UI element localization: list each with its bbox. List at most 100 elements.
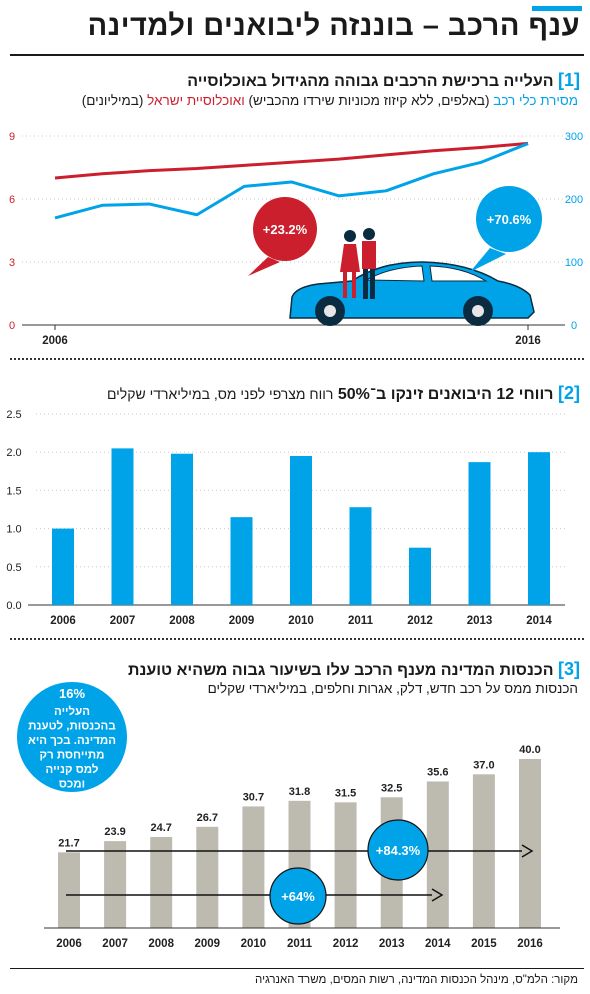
bubble-84-label: +84.3%	[376, 843, 421, 858]
profit-bar	[111, 448, 134, 605]
data-label: 35.6	[427, 766, 448, 778]
section1-sub-end: (במיליונים)	[81, 93, 144, 108]
data-label: 30.7	[243, 791, 264, 803]
bubble-blue-label: +70.6%	[487, 212, 532, 227]
x-axis-tick-label: 2013	[467, 615, 493, 627]
claim-bubble-line: מתייחסת רק	[40, 750, 105, 762]
right-axis-tick: 100	[565, 257, 583, 269]
section3-number: [3]	[557, 659, 580, 679]
x-axis-tick-label: 2015	[471, 938, 497, 950]
claim-bubble-pct: 16%	[59, 686, 85, 701]
legend-deliveries: מסירת כלי רכב	[493, 93, 578, 108]
section-divider-2	[10, 638, 584, 640]
profits-bar-chart: 0.0 0.5 1.0 1.5 2.0 2.5 2006 2007 2008 2009 2010 20…	[6, 409, 565, 627]
left-axis-tick: 9	[9, 131, 15, 143]
section1-title: [1] העלייה ברכישת הרכבים גבוהה מהגידול ב…	[10, 70, 580, 91]
x-axis-tick-label: 2010	[288, 615, 314, 627]
woman-head	[344, 230, 356, 242]
legend-population: ואוכלוסיית ישראל	[147, 93, 245, 108]
deliveries-line	[54, 142, 529, 220]
y-axis-tick-label: 1.5	[6, 485, 21, 497]
x-axis-tick-label: 2010	[241, 938, 267, 950]
y-axis-tick-label: 0.0	[6, 600, 21, 612]
section2-subtitle: רווח מצרפי לפני מס, במיליארדי שקלים	[106, 386, 334, 402]
revenue-bar	[104, 841, 127, 928]
section3-title: [3] הכנסות המדינה מענף הרכב עלו בשיעור ג…	[10, 659, 580, 680]
x-axis-tick-label: 2016	[515, 335, 541, 347]
data-label: 31.5	[335, 787, 356, 799]
revenue-bar	[242, 806, 265, 928]
y-axis-tick-label: 1.0	[6, 524, 21, 536]
section1-number: [1]	[557, 70, 580, 90]
data-label: 37.0	[473, 759, 494, 771]
x-axis-tick-label: 2007	[110, 615, 136, 627]
woman-body	[340, 244, 360, 272]
revenue-bar	[58, 852, 80, 928]
man-head	[363, 228, 375, 240]
y-axis-tick-label: 2.0	[6, 447, 21, 459]
source-note: מקור: הלמ"ס, מינהל הכנסות המדינה, רשות ה…	[255, 974, 578, 986]
revenue-bar	[334, 802, 357, 928]
revenue-bar	[426, 781, 449, 928]
data-label: 31.8	[289, 786, 310, 798]
section3-subtitle: הכנסות ממס על רכב חדש, דלק, אגרות וחלפים…	[207, 681, 578, 696]
left-axis-tick: 3	[9, 257, 15, 269]
man-leg	[370, 269, 375, 299]
bubble-blue	[476, 186, 542, 252]
x-axis-tick-label: 2008	[148, 938, 174, 950]
revenue-bar	[519, 759, 541, 928]
x-axis-tick-label: 2009	[195, 938, 221, 950]
section3-title-text: הכנסות המדינה מענף הרכב עלו בשיעור גבוה …	[127, 662, 554, 679]
profit-bar	[409, 547, 431, 605]
data-label: 24.7	[150, 822, 171, 834]
header-accent-bar	[532, 6, 582, 11]
revenue-bar-chart: 21.7 2006 23.9 2007 24.7 2008 26.7 2009 30.7 2010…	[17, 682, 560, 950]
x-axis-tick-label: 2008	[169, 615, 195, 627]
x-axis-tick-label: 2006	[56, 938, 82, 950]
bubble-red	[253, 197, 317, 261]
man-leg	[363, 269, 368, 299]
section1-title-text: העלייה ברכישת הרכבים גבוהה מהגידול באוכל…	[187, 73, 554, 90]
car-window-rear	[429, 265, 488, 282]
claim-bubble-line: בהכנסות, לטענת	[28, 720, 115, 733]
x-axis-tick-label: 2013	[379, 938, 405, 950]
profit-bar	[290, 456, 312, 605]
section1-sub-mid: (באלפים, ללא קיזוז מכוניות שירדו מהכביש)	[248, 93, 490, 108]
y-axis-tick-label: 0.5	[6, 562, 21, 574]
profit-bar	[52, 528, 74, 605]
footer-rule	[10, 968, 584, 969]
profit-bar	[349, 507, 372, 605]
bubble-red-tail	[248, 257, 280, 276]
data-label: 23.9	[104, 826, 125, 838]
claim-bubble-line: ומכס	[59, 779, 85, 791]
arrow-2006-2016-head	[521, 844, 534, 858]
population-line	[54, 141, 529, 180]
x-axis-tick-label: 2011	[348, 615, 374, 627]
claim-bubble-line: למס קנייה	[46, 763, 99, 776]
line-chart: 0 3 6 9 0 100 200 300 2006 2016 +23.2% +70.6%	[9, 131, 583, 347]
x-axis-tick-label: 2009	[229, 615, 255, 627]
section2-number: [2]	[557, 383, 580, 403]
left-axis-tick: 6	[9, 194, 15, 206]
x-axis-tick-label: 2006	[42, 335, 68, 347]
woman-leg	[352, 272, 356, 298]
bubble-red-label: +23.2%	[263, 222, 308, 237]
bubble-64-label: +64%	[281, 889, 315, 904]
data-label: 40.0	[519, 744, 540, 756]
x-axis-tick-label: 2007	[102, 938, 128, 950]
data-label: 26.7	[197, 812, 218, 824]
x-axis-tick-label: 2012	[333, 938, 359, 950]
section2-title: [2] רווחי 12 היבואנים זינקו ב־50% רווח מ…	[10, 383, 580, 404]
x-axis-tick-label: 2014	[425, 938, 451, 950]
man-body	[362, 241, 376, 269]
claim-bubble-line: העלייה	[54, 705, 90, 718]
title-rule	[10, 54, 584, 56]
claim-bubble	[17, 682, 127, 792]
section-divider-1	[10, 358, 584, 360]
x-axis-tick-label: 2016	[517, 938, 543, 950]
woman-leg	[343, 272, 347, 298]
revenue-bar	[196, 826, 219, 928]
car-illustration	[289, 228, 535, 326]
x-axis-tick-label: 2012	[407, 615, 433, 627]
arrow-2006-2014-head	[431, 888, 444, 902]
